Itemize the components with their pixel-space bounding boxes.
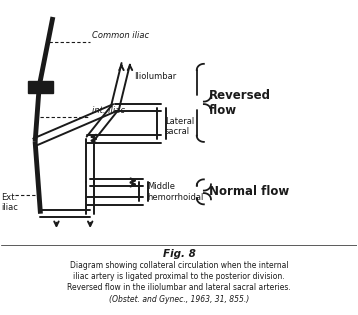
Text: Normal flow: Normal flow <box>209 185 290 198</box>
Text: Reversed
flow: Reversed flow <box>209 89 271 117</box>
Text: Middle
hemorrhoidal: Middle hemorrhoidal <box>147 182 203 202</box>
Text: Ext.
iliac: Ext. iliac <box>1 193 18 213</box>
Text: Lateral
sacral: Lateral sacral <box>165 117 194 136</box>
Text: Common iliac: Common iliac <box>92 32 149 40</box>
Text: int. iliac: int. iliac <box>92 106 125 115</box>
Text: Iliolumbar: Iliolumbar <box>135 72 177 81</box>
Text: (Obstet. and Gynec., 1963, 31, 855.): (Obstet. and Gynec., 1963, 31, 855.) <box>109 295 249 304</box>
Polygon shape <box>28 81 53 94</box>
Text: Diagram showing collateral circulation when the internal: Diagram showing collateral circulation w… <box>70 261 288 270</box>
Text: iliac artery is ligated proximal to the posterior division.: iliac artery is ligated proximal to the … <box>73 272 285 281</box>
Text: Reversed flow in the iliolumbar and lateral sacral arteries.: Reversed flow in the iliolumbar and late… <box>67 283 291 292</box>
Text: Fig. 8: Fig. 8 <box>163 249 195 259</box>
